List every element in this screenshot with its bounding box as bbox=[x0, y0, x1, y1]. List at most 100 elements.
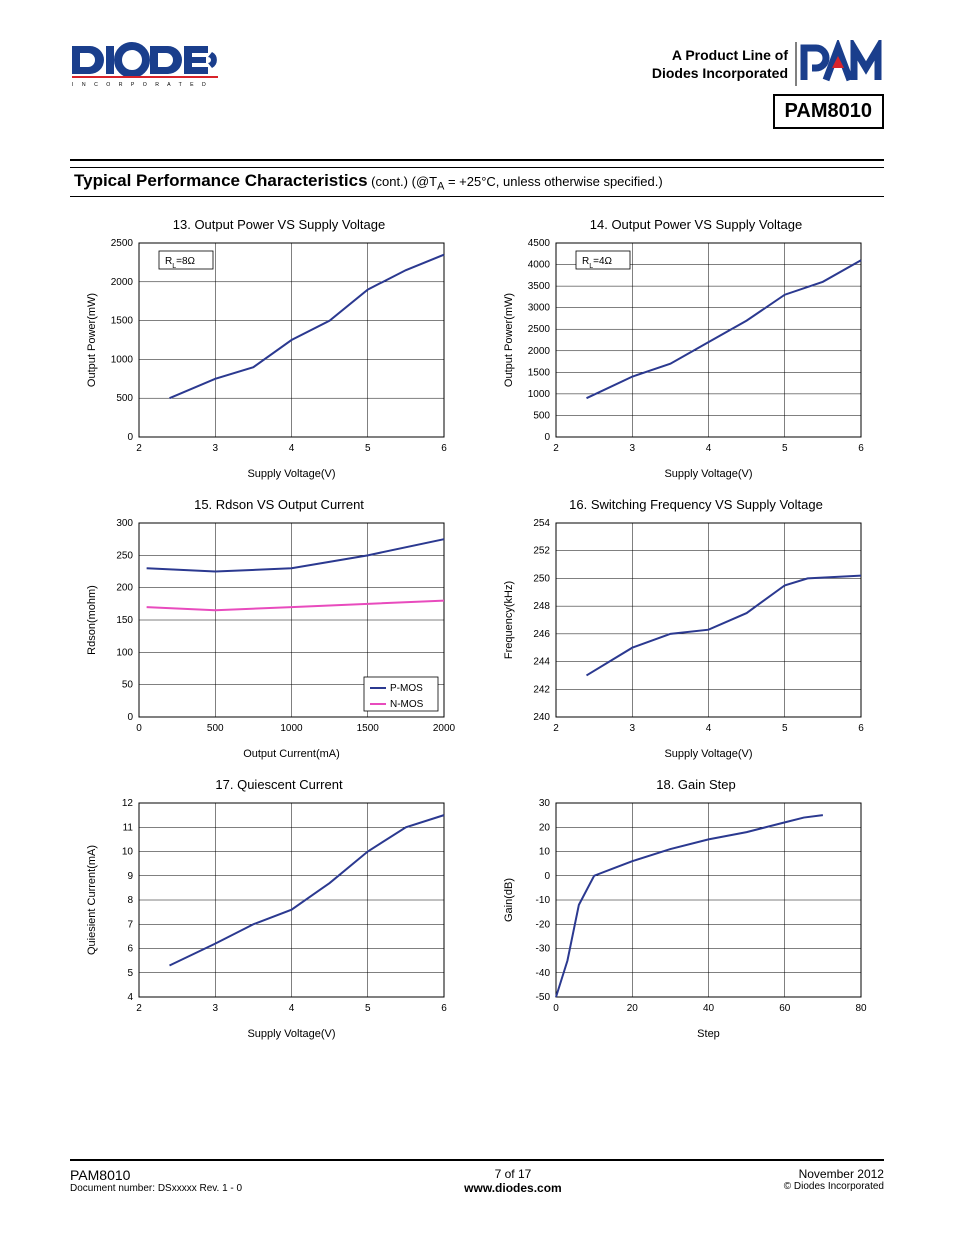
pam-logo bbox=[794, 40, 884, 88]
section-subtitle-b: = +25°C, unless otherwise specified.) bbox=[444, 174, 662, 189]
svg-text:Frequency(kHz): Frequency(kHz) bbox=[503, 580, 515, 658]
svg-text:Step: Step bbox=[697, 1028, 720, 1040]
svg-text:N-MOS: N-MOS bbox=[390, 699, 424, 710]
svg-text:500: 500 bbox=[206, 723, 223, 734]
footer-part: PAM8010 bbox=[70, 1167, 242, 1183]
svg-text:5: 5 bbox=[364, 1003, 370, 1014]
svg-text:5: 5 bbox=[781, 723, 787, 734]
chart-15: 15. Rdson VS Output Current 0 500 1000 1500 2… bbox=[79, 495, 459, 765]
svg-text:2: 2 bbox=[136, 1003, 142, 1014]
svg-text:3: 3 bbox=[629, 723, 635, 734]
svg-text:250: 250 bbox=[533, 573, 550, 584]
svg-text:6: 6 bbox=[441, 443, 447, 454]
svg-text:242: 242 bbox=[533, 684, 550, 695]
svg-text:18. Gain Step: 18. Gain Step bbox=[656, 777, 736, 792]
svg-text:200: 200 bbox=[116, 582, 133, 593]
svg-text:1000: 1000 bbox=[527, 388, 550, 399]
svg-text:5: 5 bbox=[364, 443, 370, 454]
svg-text:4: 4 bbox=[705, 443, 711, 454]
svg-text:4: 4 bbox=[127, 992, 133, 1003]
svg-text:9: 9 bbox=[127, 870, 133, 881]
svg-text:0: 0 bbox=[544, 432, 550, 443]
svg-text:3000: 3000 bbox=[527, 302, 550, 313]
svg-text:40: 40 bbox=[702, 1003, 714, 1014]
svg-text:6: 6 bbox=[441, 1003, 447, 1014]
chart-18: 18. Gain Step020406080-50-40-30-20-10010… bbox=[496, 775, 876, 1045]
svg-text:2000: 2000 bbox=[110, 276, 133, 287]
svg-text:3: 3 bbox=[212, 1003, 218, 1014]
svg-text:Output Power(mW): Output Power(mW) bbox=[503, 293, 515, 387]
svg-text:4: 4 bbox=[288, 1003, 294, 1014]
chart-14: 14. Output Power VS Supply Voltage234560… bbox=[496, 215, 876, 485]
svg-text:4000: 4000 bbox=[527, 259, 550, 270]
svg-text:14. Output Power VS Supply Vol: 14. Output Power VS Supply Voltage bbox=[589, 217, 801, 232]
svg-text:2000: 2000 bbox=[432, 723, 455, 734]
svg-text:20: 20 bbox=[626, 1003, 638, 1014]
svg-text:2: 2 bbox=[136, 443, 142, 454]
svg-text:1000: 1000 bbox=[280, 723, 303, 734]
svg-text:0: 0 bbox=[127, 712, 133, 723]
svg-text:4: 4 bbox=[705, 723, 711, 734]
svg-text:-50: -50 bbox=[535, 992, 550, 1003]
svg-text:6: 6 bbox=[858, 443, 864, 454]
svg-text:10: 10 bbox=[121, 846, 133, 857]
svg-text:244: 244 bbox=[533, 656, 550, 667]
svg-text:2500: 2500 bbox=[110, 238, 133, 249]
page-header: I N C O R P O R A T E D A Product Line o… bbox=[70, 40, 884, 129]
svg-text:246: 246 bbox=[533, 628, 550, 639]
svg-text:Gain(dB): Gain(dB) bbox=[503, 878, 515, 922]
page-footer: PAM8010 Document number: DSxxxxx Rev. 1 … bbox=[70, 1159, 884, 1195]
svg-text:2500: 2500 bbox=[527, 324, 550, 335]
header-rule bbox=[70, 159, 884, 161]
svg-text:3500: 3500 bbox=[527, 281, 550, 292]
svg-text:1500: 1500 bbox=[110, 315, 133, 326]
svg-text:P-MOS: P-MOS bbox=[390, 683, 423, 694]
svg-text:150: 150 bbox=[116, 615, 133, 626]
chart-17: 17. Quiescent Current23456456789101112Su… bbox=[79, 775, 459, 1045]
svg-text:Supply Voltage(V): Supply Voltage(V) bbox=[247, 468, 335, 480]
section-title-row: Typical Performance Characteristics (con… bbox=[70, 167, 884, 197]
svg-text:Output Power(mW): Output Power(mW) bbox=[86, 293, 98, 387]
svg-text:250: 250 bbox=[116, 550, 133, 561]
svg-text:2: 2 bbox=[553, 723, 559, 734]
svg-text:30: 30 bbox=[538, 798, 550, 809]
svg-text:100: 100 bbox=[116, 647, 133, 658]
svg-text:Output Current(mA): Output Current(mA) bbox=[243, 748, 340, 760]
svg-text:8: 8 bbox=[127, 895, 133, 906]
svg-text:80: 80 bbox=[855, 1003, 867, 1014]
svg-text:252: 252 bbox=[533, 545, 550, 556]
svg-text:10: 10 bbox=[538, 846, 550, 857]
tagline-line1: A Product Line of bbox=[672, 47, 788, 63]
svg-text:500: 500 bbox=[116, 393, 133, 404]
part-number-box: PAM8010 bbox=[773, 94, 884, 129]
svg-text:6: 6 bbox=[127, 943, 133, 954]
svg-text:I N C O R P O R A T E D: I N C O R P O R A T E D bbox=[72, 82, 209, 88]
header-right: A Product Line of Diodes Incorporated PA… bbox=[652, 40, 884, 129]
chart-13: 13. Output Power VS Supply Voltage 2 3 4 5 6 0… bbox=[79, 215, 459, 485]
svg-text:0: 0 bbox=[553, 1003, 559, 1014]
svg-text:248: 248 bbox=[533, 601, 550, 612]
svg-text:-40: -40 bbox=[535, 967, 550, 978]
tagline-line2: Diodes Incorporated bbox=[652, 65, 788, 81]
svg-text:13. Output Power VS Supply Vol: 13. Output Power VS Supply Voltage bbox=[172, 217, 384, 232]
svg-text:Supply Voltage(V): Supply Voltage(V) bbox=[664, 468, 752, 480]
diodes-logo: I N C O R P O R A T E D bbox=[70, 40, 220, 93]
svg-text:4500: 4500 bbox=[527, 238, 550, 249]
svg-text:2000: 2000 bbox=[527, 345, 550, 356]
svg-text:4: 4 bbox=[288, 443, 294, 454]
svg-text:1500: 1500 bbox=[356, 723, 379, 734]
svg-text:0: 0 bbox=[127, 432, 133, 443]
svg-text:12: 12 bbox=[121, 798, 133, 809]
svg-text:Supply Voltage(V): Supply Voltage(V) bbox=[247, 1028, 335, 1040]
svg-text:Quiesient Current(mA): Quiesient Current(mA) bbox=[86, 845, 98, 955]
svg-text:1500: 1500 bbox=[527, 367, 550, 378]
svg-text:6: 6 bbox=[858, 723, 864, 734]
footer-page: 7 of 17 bbox=[464, 1167, 562, 1181]
footer-copyright: © Diodes Incorporated bbox=[784, 1181, 884, 1192]
svg-text:-30: -30 bbox=[535, 943, 550, 954]
svg-text:1000: 1000 bbox=[110, 354, 133, 365]
svg-text:15. Rdson VS Output Current: 15. Rdson VS Output Current bbox=[194, 497, 364, 512]
svg-text:3: 3 bbox=[212, 443, 218, 454]
footer-url: www.diodes.com bbox=[464, 1181, 562, 1195]
svg-text:11: 11 bbox=[122, 822, 133, 833]
